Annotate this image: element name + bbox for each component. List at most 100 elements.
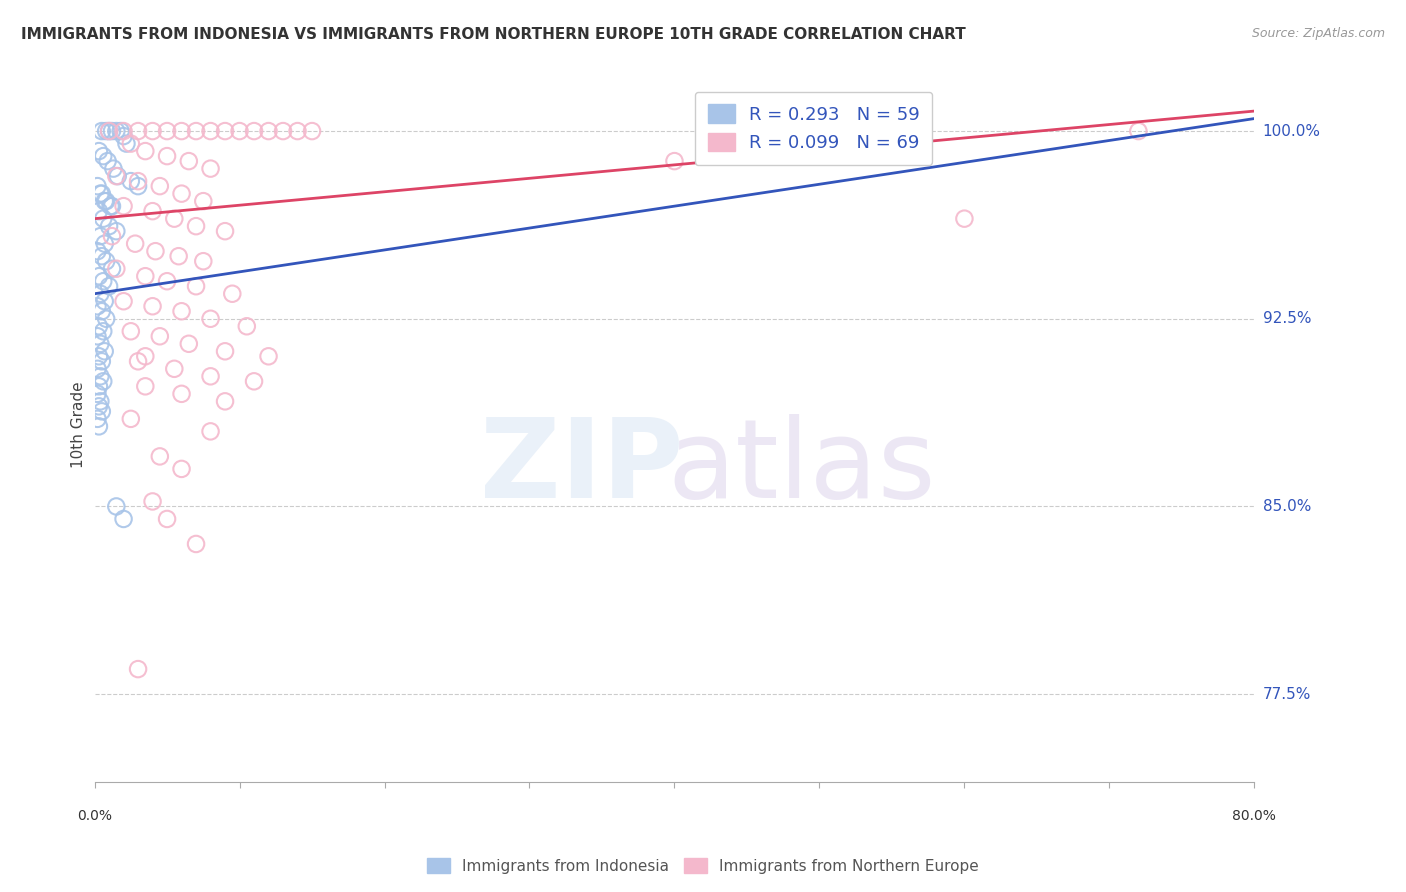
Point [87, 144, 110, 158]
Point [98, 279, 121, 293]
Point [156, 149, 179, 163]
Point [163, 361, 186, 376]
Point [170, 304, 193, 318]
Point [112, 199, 135, 213]
Point [257, 349, 280, 363]
Point [221, 286, 243, 301]
Point [90, 186, 112, 201]
Point [87, 349, 110, 363]
Point [163, 211, 186, 226]
Point [105, 169, 128, 183]
Point [89, 229, 111, 244]
Point [101, 261, 124, 276]
Text: 100.0%: 100.0% [1263, 124, 1320, 138]
Point [170, 387, 193, 401]
Point [91, 274, 114, 288]
Point [127, 354, 149, 368]
Text: ZIP: ZIP [479, 415, 683, 522]
Point [91, 211, 114, 226]
Point [214, 394, 236, 409]
Legend: Immigrants from Indonesia, Immigrants from Northern Europe: Immigrants from Indonesia, Immigrants fr… [420, 852, 986, 880]
Point [89, 186, 111, 201]
Point [214, 124, 236, 138]
Text: 0.0%: 0.0% [77, 809, 112, 823]
Point [243, 374, 266, 388]
Point [170, 124, 193, 138]
Y-axis label: 10th Grade: 10th Grade [72, 382, 86, 468]
Point [98, 219, 121, 234]
Point [200, 369, 222, 384]
Point [96, 124, 118, 138]
Point [91, 149, 114, 163]
Text: 85.0%: 85.0% [1263, 499, 1310, 514]
Text: Source: ZipAtlas.com: Source: ZipAtlas.com [1251, 27, 1385, 40]
Point [93, 294, 115, 309]
Point [86, 361, 108, 376]
Point [105, 224, 128, 238]
Point [214, 344, 236, 359]
Point [90, 124, 112, 138]
Point [90, 404, 112, 418]
Point [127, 662, 149, 676]
Point [90, 249, 112, 263]
Point [91, 324, 114, 338]
Point [167, 249, 190, 263]
Point [127, 174, 149, 188]
Point [87, 204, 110, 219]
Point [101, 229, 124, 244]
Point [112, 129, 135, 144]
Point [86, 179, 108, 194]
Point [100, 199, 122, 213]
Point [953, 211, 976, 226]
Point [184, 219, 207, 234]
Point [87, 379, 110, 393]
Point [86, 329, 108, 343]
Point [134, 269, 156, 284]
Point [149, 450, 172, 464]
Point [112, 294, 135, 309]
Point [193, 254, 215, 268]
Point [120, 412, 142, 426]
Point [124, 236, 146, 251]
Point [271, 124, 294, 138]
Point [177, 336, 200, 351]
Point [110, 124, 132, 138]
Point [184, 124, 207, 138]
Point [105, 261, 128, 276]
Point [170, 462, 193, 476]
Point [1128, 124, 1150, 138]
Text: IMMIGRANTS FROM INDONESIA VS IMMIGRANTS FROM NORTHERN EUROPE 10TH GRADE CORRELAT: IMMIGRANTS FROM INDONESIA VS IMMIGRANTS … [21, 27, 966, 42]
Point [177, 154, 200, 169]
Point [86, 299, 108, 313]
Point [93, 236, 115, 251]
Point [236, 319, 259, 334]
Point [184, 279, 207, 293]
Point [91, 374, 114, 388]
Point [142, 204, 165, 219]
Point [145, 244, 167, 259]
Point [228, 124, 250, 138]
Point [89, 286, 111, 301]
Text: 80.0%: 80.0% [1233, 809, 1277, 823]
Point [243, 124, 266, 138]
Point [134, 144, 156, 158]
Point [87, 400, 110, 414]
Point [101, 124, 124, 138]
Point [87, 419, 110, 434]
Point [96, 194, 118, 209]
Point [156, 512, 179, 526]
Point [184, 537, 207, 551]
Point [156, 274, 179, 288]
Point [107, 169, 129, 183]
Point [87, 269, 110, 284]
Point [301, 124, 323, 138]
Point [96, 311, 118, 326]
Point [87, 319, 110, 334]
Point [127, 124, 149, 138]
Point [193, 194, 215, 209]
Point [105, 124, 128, 138]
Point [98, 124, 121, 138]
Point [142, 494, 165, 508]
Point [120, 136, 142, 151]
Point [93, 344, 115, 359]
